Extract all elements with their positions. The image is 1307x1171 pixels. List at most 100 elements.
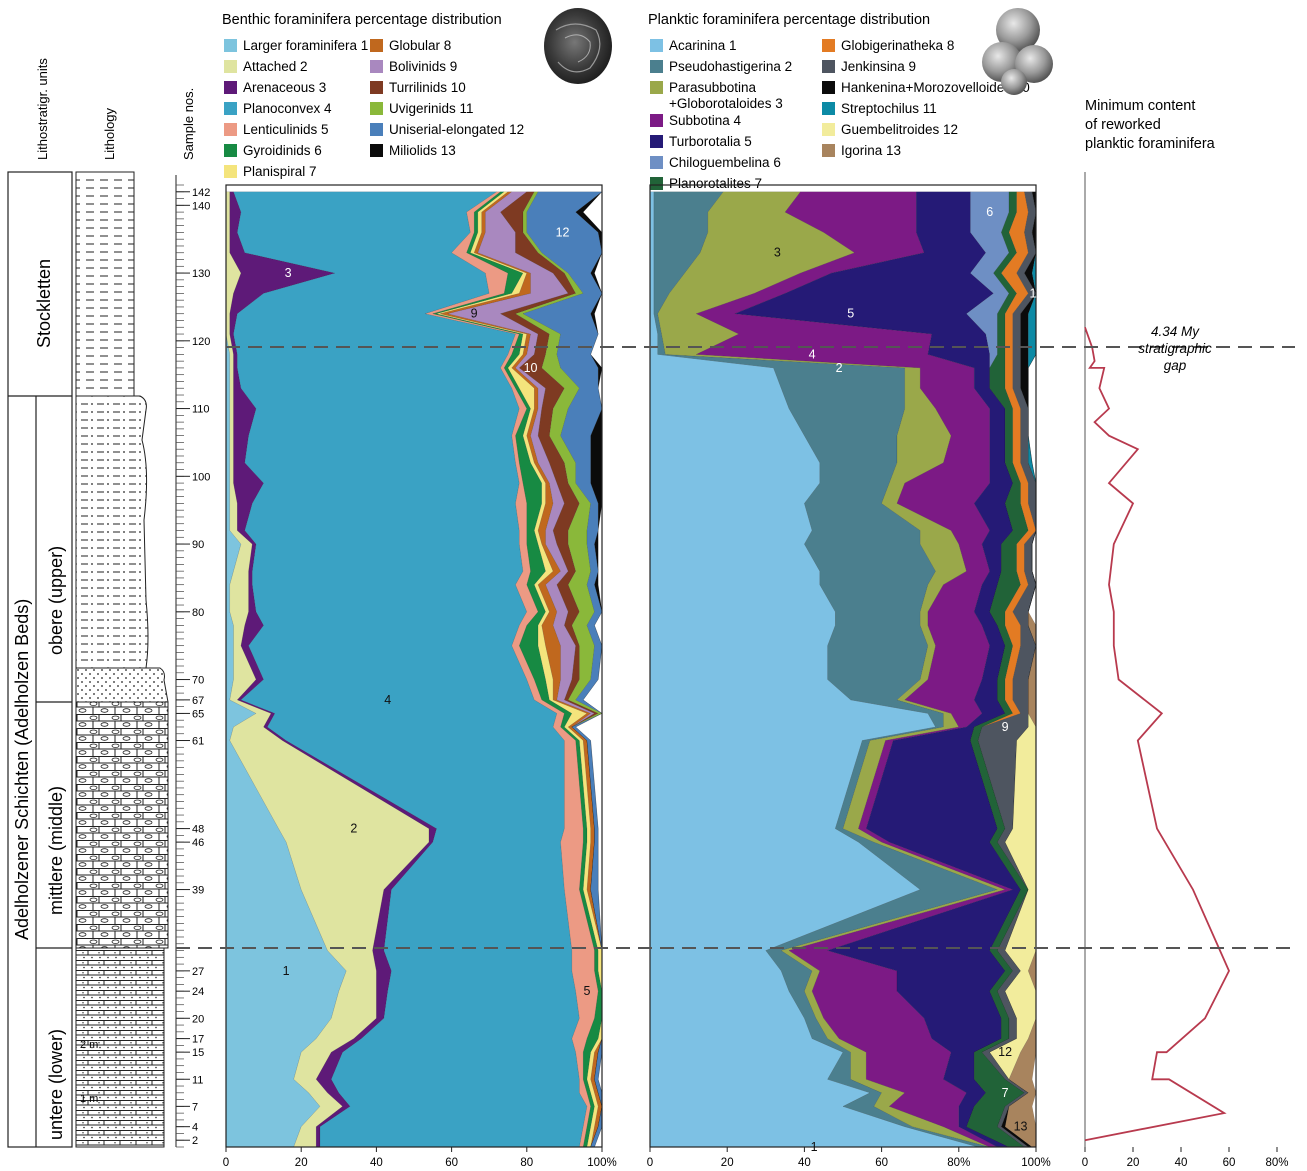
benthic-area-label-4: 4	[384, 693, 391, 707]
sample-nos-header: Sample nos.	[181, 88, 196, 160]
lithostratigraphy-header: Lithostratigr. units	[35, 58, 50, 160]
legend-swatch-3	[650, 81, 663, 94]
sample-tick-label: 39	[192, 885, 204, 897]
reworked-x-tick-label: 20	[1127, 1157, 1140, 1169]
legend-swatch-13	[370, 144, 383, 157]
sample-tick-label: 140	[192, 200, 210, 212]
benthic-x-tick-label: 40	[370, 1157, 383, 1169]
unit-mittlere-label: mittlere (middle)	[46, 786, 66, 915]
benthic-area-10	[499, 191, 603, 1148]
legend-swatch-6	[224, 144, 237, 157]
planktic-x-tick-label: 0	[647, 1157, 653, 1169]
planktic-area-label-7: 7	[1002, 1086, 1009, 1100]
benthic-legend: Larger foraminifera 1 Attached 2 Arenaceou…	[224, 38, 524, 179]
reworked-x-tick-label: 80%	[1265, 1157, 1288, 1169]
legend-label-4: Planoconvex 4	[243, 101, 332, 116]
benthic-area-label-3: 3	[285, 266, 292, 280]
benthic-area-label-10: 10	[524, 361, 538, 375]
benthic-fossil-image	[544, 8, 612, 84]
legend-swatch-2	[224, 60, 237, 73]
sample-tick-label: 130	[192, 268, 210, 280]
legend-label-11: Uvigerinids 11	[389, 101, 474, 116]
planktic-legend: Acarinina 1 Pseudohastigerina 2 Parasubbot…	[650, 38, 1030, 191]
reworked-line	[1084, 326, 1230, 1142]
legend-label-5: Lenticulinids 5	[243, 122, 329, 137]
sample-tick-label: 61	[192, 736, 204, 748]
legend-label-8: Globigerinatheka 8	[841, 38, 954, 53]
benthic-x-tick-label: 60	[445, 1157, 458, 1169]
legend-swatch-4	[224, 102, 237, 115]
lithology-column: 2 m 1 m	[75, 171, 169, 1148]
legend-label-10: Hankenina+Morozovelloides 10	[841, 80, 1030, 95]
reworked-chart: 0 20 40 60 80%	[1082, 172, 1289, 1169]
benthic-area-label-2: 2	[350, 822, 357, 836]
sample-tick-label: 110	[192, 404, 210, 416]
sample-tick-label: 7	[192, 1101, 198, 1113]
sample-tick-label: 17	[192, 1034, 204, 1046]
sample-tick-label: 70	[192, 675, 204, 687]
gap-label: 4.34 My stratigraphic gap	[1138, 324, 1212, 373]
legend-label-5: Turborotalia 5	[669, 134, 752, 149]
sample-tick-label: 24	[192, 986, 204, 998]
legend-swatch-1	[650, 39, 663, 52]
planktic-x-tick-label: 40	[798, 1157, 811, 1169]
sample-tick-label: 65	[192, 708, 204, 720]
legend-swatch-12	[370, 123, 383, 136]
benthic-x-tick-label: 80	[520, 1157, 533, 1169]
benthic-x-tick-label: 100%	[587, 1157, 616, 1169]
legend-swatch-1	[224, 39, 237, 52]
planktic-area-label-5: 5	[847, 307, 854, 321]
legend-swatch-5	[650, 135, 663, 148]
benthic-x-tick-label: 20	[295, 1157, 308, 1169]
legend-label-3: Arenaceous 3	[243, 80, 326, 95]
legend-swatch-9	[822, 60, 835, 73]
planktic-area-label-4: 4	[809, 347, 816, 361]
benthic-title: Benthic foraminifera percentage distribu…	[222, 12, 502, 28]
sample-tick-label: 4	[192, 1122, 198, 1134]
legend-label-1: Larger foraminifera 1	[243, 38, 368, 53]
planktic-area-label-2: 2	[836, 361, 843, 375]
planktic-panel: Planktic foraminifera percentage distrib…	[647, 8, 1053, 1169]
sample-tick-label: 46	[192, 837, 204, 849]
legend-label-1: Acarinina 1	[669, 38, 737, 53]
unit-untere-label: untere (lower)	[46, 1029, 66, 1140]
sample-tick-label: 90	[192, 539, 204, 551]
planktic-x-tick-label: 20	[721, 1157, 734, 1169]
legend-swatch-2	[650, 60, 663, 73]
planktic-fossil-image	[982, 8, 1053, 95]
sample-tick-label: 48	[192, 824, 204, 836]
legend-label-12: Guembelitroides 12	[841, 122, 958, 137]
legend-label-9: Bolivinids 9	[389, 59, 457, 74]
legend-label-2: Pseudohastigerina 2	[669, 59, 792, 74]
legend-label-10: Turrilinids 10	[389, 80, 466, 95]
legend-swatch-11	[822, 102, 835, 115]
scale-bar-2m: 2 m	[80, 1039, 98, 1051]
legend-label-11: Streptochilus 11	[841, 101, 937, 116]
legend-swatch-12	[822, 123, 835, 136]
planktic-area-label-6: 6	[986, 205, 993, 219]
legend-swatch-6	[650, 156, 663, 169]
legend-label-13: Igorina 13	[841, 143, 901, 158]
legend-swatch-8	[822, 39, 835, 52]
sample-tick-label: 11	[192, 1074, 203, 1086]
unit-obere-label: obere (upper)	[46, 546, 66, 655]
legend-swatch-4	[650, 114, 663, 127]
legend-swatch-3	[224, 81, 237, 94]
sample-tick-label: 20	[192, 1013, 204, 1025]
planktic-area-label-3: 3	[774, 246, 781, 260]
legend-swatch-9	[370, 60, 383, 73]
benthic-area-label-12: 12	[556, 225, 570, 239]
sample-tick-label: 120	[192, 336, 210, 348]
benthic-area-11	[515, 191, 603, 1148]
benthic-area-label-9: 9	[471, 307, 478, 321]
unit-stockletten-label: Stockletten	[34, 259, 54, 348]
legend-swatch-7	[650, 177, 663, 190]
benthic-area-label-5: 5	[583, 984, 590, 998]
legend-label-6: Chiloguembelina 6	[669, 155, 781, 170]
legend-swatch-10	[370, 81, 383, 94]
sample-tick-label: 100	[192, 471, 210, 483]
planktic-x-tick-label: 60	[875, 1157, 888, 1169]
legend-swatch-7	[224, 165, 237, 178]
